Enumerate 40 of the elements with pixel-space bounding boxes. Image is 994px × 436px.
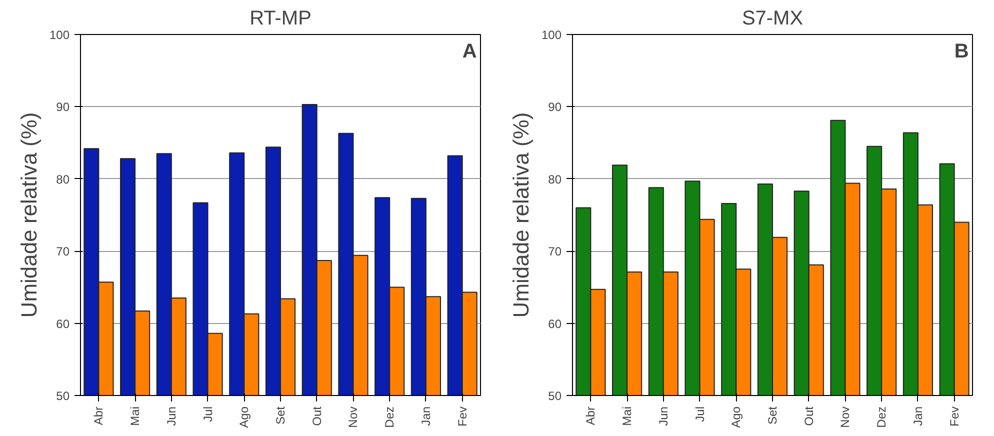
- y-tick-label: 70: [548, 244, 562, 259]
- x-tick-label: Dez: [382, 406, 397, 428]
- chart-title: S7-MX: [742, 8, 804, 30]
- y-tick-label: 50: [56, 389, 70, 403]
- x-tick-label: Out: [310, 406, 324, 426]
- y-tick-label: 90: [548, 100, 562, 114]
- x-tick-label: Out: [802, 406, 816, 426]
- x-tick-label: Dez: [874, 406, 889, 428]
- x-tick-label: Ago: [237, 406, 252, 428]
- x-tick-label: Jul: [200, 406, 215, 422]
- y-tick-label: 80: [548, 172, 562, 186]
- y-tick-label: 90: [56, 100, 70, 114]
- x-tick-label: Jan: [418, 406, 433, 426]
- y-axis-title: Umidade relativa (%): [508, 112, 534, 318]
- x-tick-label: Jun: [656, 406, 670, 426]
- x-tick-label: Jun: [164, 406, 178, 426]
- y-tick-label: 70: [56, 244, 70, 259]
- annotation: A: [462, 40, 477, 62]
- x-tick-label: Mai: [620, 406, 634, 426]
- x-tick-label: Abr: [584, 406, 598, 426]
- annotation: B: [954, 40, 969, 62]
- y-axis-title: Umidade relativa (%): [16, 112, 42, 318]
- x-tick-label: Jan: [910, 406, 925, 426]
- x-tick-label: Abr: [92, 406, 106, 426]
- y-tick-label: 80: [56, 172, 70, 186]
- x-tick-label: Nov: [838, 406, 852, 428]
- y-tick-label: 60: [548, 316, 562, 331]
- x-tick-label: Ago: [729, 406, 744, 428]
- x-tick-label: Jul: [692, 406, 707, 422]
- x-tick-label: Fev: [455, 406, 470, 427]
- chart-title: RT-MP: [250, 8, 312, 30]
- y-tick-label: 50: [548, 389, 562, 403]
- x-tick-label: Fev: [947, 406, 962, 427]
- x-tick-label: Nov: [346, 406, 360, 428]
- y-tick-label: 100: [541, 28, 562, 42]
- y-tick-label: 100: [49, 28, 70, 42]
- x-tick-label: Mai: [128, 406, 142, 426]
- x-tick-label: Set: [766, 406, 780, 425]
- y-tick-label: 60: [56, 316, 70, 331]
- x-tick-label: Set: [274, 406, 288, 425]
